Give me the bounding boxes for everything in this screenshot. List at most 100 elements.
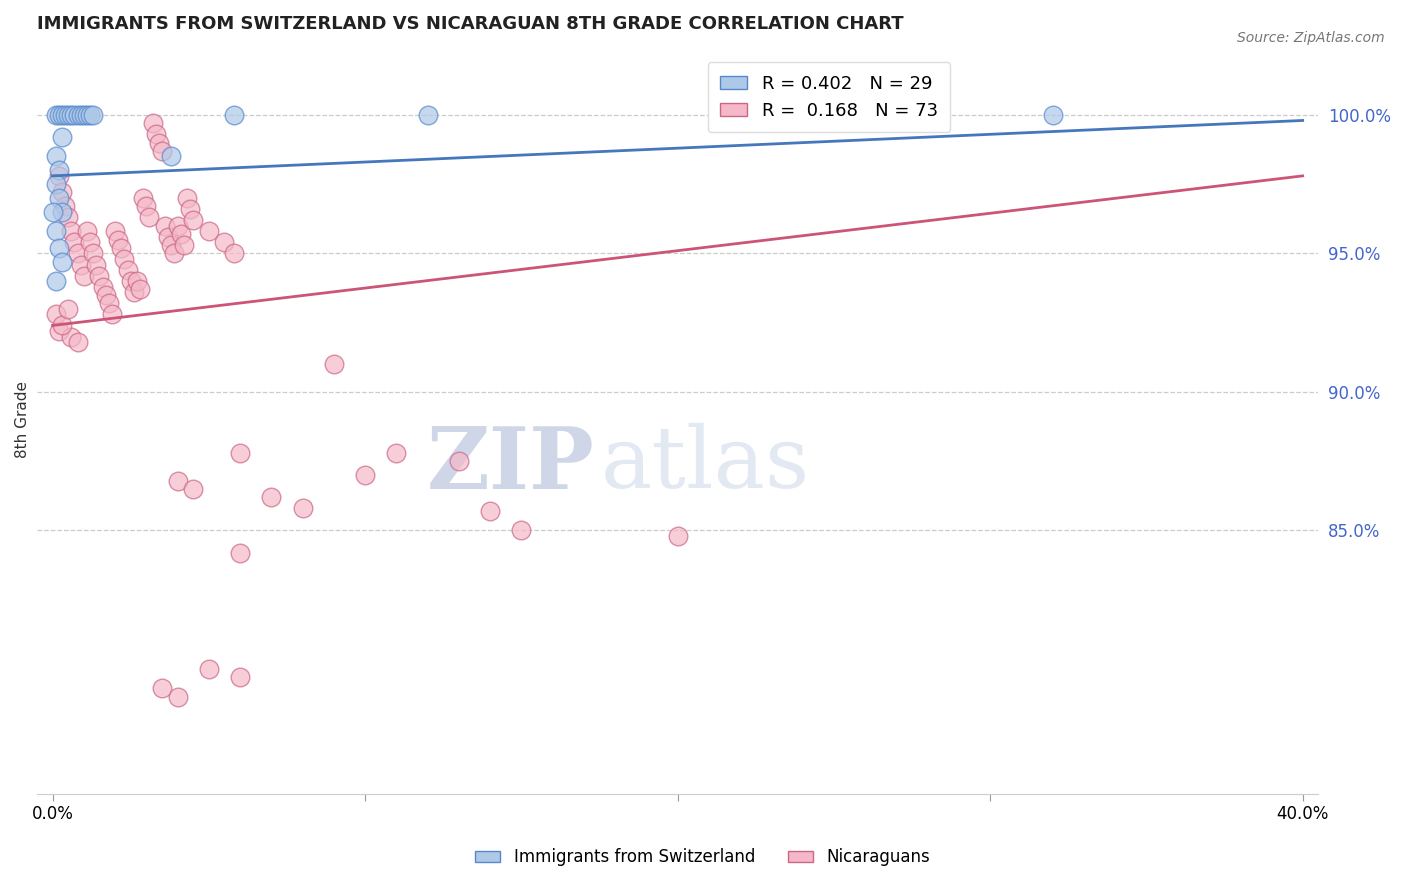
Text: IMMIGRANTS FROM SWITZERLAND VS NICARAGUAN 8TH GRADE CORRELATION CHART: IMMIGRANTS FROM SWITZERLAND VS NICARAGUA… [37,15,904,33]
Point [170,227,193,241]
Point [181,482,204,496]
Point [45,108,67,122]
Point [479,504,502,518]
Point [148,136,170,150]
Point [153,219,176,233]
Point [110,241,132,255]
Point [229,670,252,684]
Point [73,268,96,283]
Point [166,690,188,704]
Point [173,238,195,252]
Point [60,329,83,343]
Point [229,446,252,460]
Point [58,301,80,316]
Point [510,524,533,538]
Point [66,246,89,260]
Point [45,224,67,238]
Point [114,252,136,266]
Point [41,205,63,219]
Point [63,235,86,250]
Point [51,108,73,122]
Point [51,205,73,219]
Point [157,229,180,244]
Point [229,546,252,560]
Point [198,224,221,238]
Point [354,468,377,483]
Point [79,235,101,250]
Point [222,108,245,122]
Point [60,224,83,238]
Point [51,130,73,145]
Point [142,116,165,130]
Point [76,108,98,122]
Point [120,274,142,288]
Point [48,108,70,122]
Point [69,258,91,272]
Point [125,274,148,288]
Point [63,108,86,122]
Point [163,246,186,260]
Point [48,169,70,183]
Point [48,241,70,255]
Point [222,246,245,260]
Legend: Immigrants from Switzerland, Nicaraguans: Immigrants from Switzerland, Nicaraguans [468,842,938,873]
Y-axis label: 8th Grade: 8th Grade [15,381,30,458]
Point [117,263,139,277]
Point [53,108,76,122]
Point [51,186,73,200]
Point [129,283,152,297]
Point [48,324,70,338]
Point [181,213,204,227]
Point [166,474,188,488]
Point [179,202,201,216]
Point [138,211,160,225]
Text: ZIP: ZIP [426,423,595,507]
Point [101,307,124,321]
Point [160,238,183,252]
Point [145,128,167,142]
Point [91,279,114,293]
Point [107,233,129,247]
Point [94,288,117,302]
Point [122,285,145,300]
Point [66,335,89,350]
Point [416,108,439,122]
Point [79,108,101,122]
Point [76,224,98,238]
Point [69,108,91,122]
Point [48,191,70,205]
Point [385,446,408,460]
Point [135,199,157,213]
Point [60,108,83,122]
Legend: R = 0.402   N = 29, R =  0.168   N = 73: R = 0.402 N = 29, R = 0.168 N = 73 [707,62,950,133]
Point [97,296,120,310]
Point [260,490,283,504]
Point [66,108,89,122]
Point [86,258,108,272]
Point [51,254,73,268]
Text: atlas: atlas [600,423,810,506]
Point [51,318,73,333]
Point [198,662,221,676]
Point [48,163,70,178]
Point [322,357,344,371]
Point [45,149,67,163]
Point [166,219,188,233]
Point [45,307,67,321]
Point [82,246,104,260]
Point [150,681,173,696]
Point [89,268,111,283]
Point [58,108,80,122]
Point [45,274,67,288]
Point [1042,108,1064,122]
Point [666,529,689,543]
Point [214,235,236,250]
Point [160,149,183,163]
Text: Source: ZipAtlas.com: Source: ZipAtlas.com [1237,31,1385,45]
Point [82,108,104,122]
Point [132,191,155,205]
Point [176,191,198,205]
Point [53,199,76,213]
Point [447,454,470,468]
Point [291,501,314,516]
